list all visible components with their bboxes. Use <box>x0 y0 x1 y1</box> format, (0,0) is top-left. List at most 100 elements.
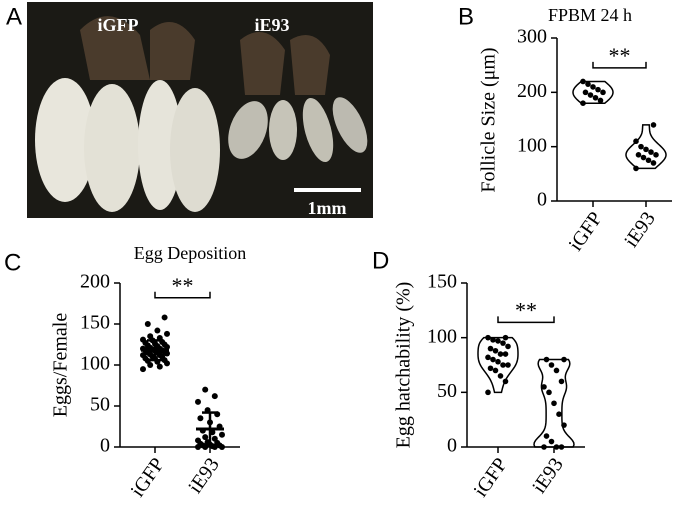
data-point <box>553 444 560 450</box>
data-point <box>541 444 547 450</box>
data-point <box>561 356 567 363</box>
photo-label: iGFP <box>98 15 139 35</box>
data-point <box>600 89 606 96</box>
data-point <box>597 97 604 104</box>
x-tick-label: iE93 <box>528 454 568 498</box>
data-point <box>487 345 494 352</box>
data-point <box>551 400 557 407</box>
data-point <box>161 314 168 321</box>
x-tick-label: iE93 <box>620 208 660 252</box>
data-point <box>497 373 504 379</box>
data-point <box>502 378 509 385</box>
data-point <box>582 89 589 96</box>
y-tick-label: 300 <box>517 26 547 48</box>
y-tick-label: 150 <box>80 312 110 334</box>
data-point <box>195 398 201 405</box>
data-point <box>490 356 496 363</box>
data-point <box>592 94 599 101</box>
data-point <box>548 438 555 445</box>
data-point <box>211 393 218 400</box>
data-point <box>543 356 550 363</box>
data-point <box>587 92 594 98</box>
data-point <box>485 354 491 361</box>
data-point <box>633 165 639 172</box>
significance-bracket <box>154 291 211 299</box>
data-point <box>500 340 506 346</box>
panel-letter: C <box>4 249 21 276</box>
x-tick-label: iGFP <box>565 208 607 255</box>
data-point <box>558 444 565 450</box>
data-point <box>147 333 154 340</box>
data-point <box>140 352 146 359</box>
data-point <box>202 386 209 393</box>
data-point <box>553 367 560 374</box>
data-point <box>561 422 567 428</box>
data-point <box>653 152 659 158</box>
y-tick-label: 150 <box>427 271 457 293</box>
data-point <box>500 362 506 368</box>
significance-bracket <box>592 61 647 69</box>
data-point <box>645 157 652 164</box>
y-tick-label: 50 <box>437 380 457 402</box>
data-point <box>505 343 511 350</box>
data-point <box>502 351 509 357</box>
data-point <box>505 362 511 368</box>
data-point <box>546 389 552 396</box>
y-axis-label: Egg hatchability (%) <box>393 282 415 449</box>
y-tick-label: 0 <box>537 189 547 211</box>
chart-title: FPBM 24 h <box>548 5 632 25</box>
data-point <box>487 365 494 372</box>
y-axis-label: Eggs/Female <box>50 313 72 418</box>
data-point <box>558 378 565 385</box>
data-point <box>495 338 501 344</box>
data-point <box>580 78 586 85</box>
panel-letter: A <box>6 3 22 30</box>
y-tick-label: 0 <box>100 435 110 457</box>
data-point <box>556 411 562 418</box>
data-point <box>492 347 499 354</box>
data-point <box>492 367 499 374</box>
photo-label: iE93 <box>254 15 289 35</box>
data-point <box>548 362 555 368</box>
data-point <box>580 100 586 106</box>
data-point <box>154 327 161 334</box>
data-point <box>650 160 657 166</box>
data-point <box>497 351 504 357</box>
data-point <box>197 415 204 422</box>
data-point <box>595 86 601 93</box>
photo <box>27 2 373 218</box>
data-point <box>638 143 644 150</box>
x-tick-label: iGFP <box>470 454 512 501</box>
violin <box>533 358 575 448</box>
data-point <box>219 431 225 438</box>
significance-label: ** <box>172 273 194 298</box>
violin <box>625 124 667 170</box>
x-tick-label: iGFP <box>127 454 169 501</box>
data-point <box>643 146 649 153</box>
data-point <box>485 389 491 396</box>
data-point <box>195 437 201 444</box>
data-point <box>541 384 547 390</box>
data-point <box>485 334 491 341</box>
y-axis-label: Follicle Size (μm) <box>478 47 500 192</box>
x-tick-label: iE93 <box>184 454 224 498</box>
y-tick-label: 50 <box>90 394 110 416</box>
y-tick-label: 100 <box>427 325 457 347</box>
data-point <box>640 154 647 161</box>
data-point <box>495 358 501 365</box>
data-point <box>211 435 218 442</box>
data-point <box>543 433 550 439</box>
y-tick-label: 0 <box>447 435 457 457</box>
data-point <box>140 336 146 343</box>
chart-title: Egg Deposition <box>134 243 247 263</box>
panel-letter: B <box>458 3 474 30</box>
violin <box>477 336 519 394</box>
y-tick-label: 100 <box>80 353 110 375</box>
data-point <box>144 321 151 327</box>
data-point <box>648 149 654 155</box>
y-tick-label: 200 <box>80 271 110 293</box>
data-point <box>633 138 639 145</box>
y-tick-label: 100 <box>517 134 547 156</box>
data-point <box>590 84 596 90</box>
